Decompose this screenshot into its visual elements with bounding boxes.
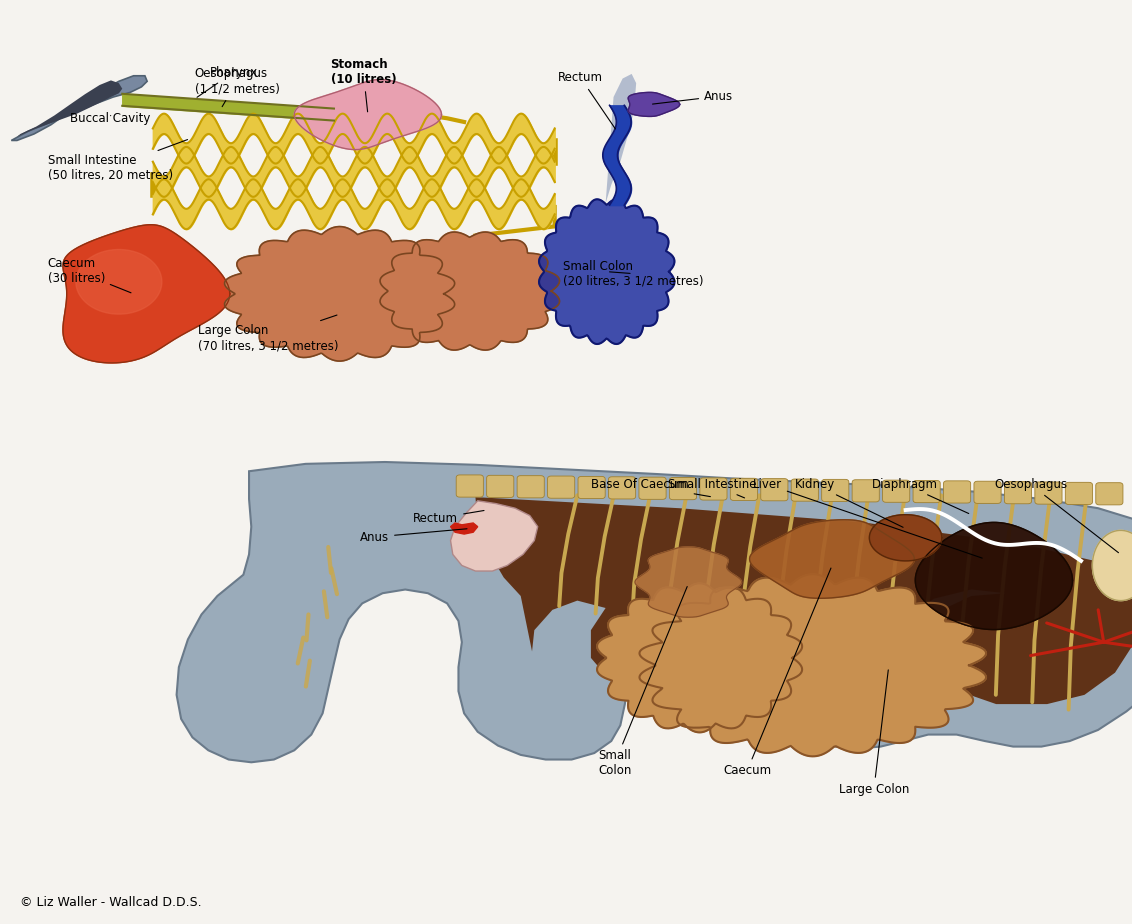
FancyBboxPatch shape <box>1004 481 1031 504</box>
Polygon shape <box>177 462 1132 762</box>
Polygon shape <box>76 249 162 314</box>
Text: Buccal Cavity: Buccal Cavity <box>70 112 151 125</box>
FancyBboxPatch shape <box>548 476 575 498</box>
Polygon shape <box>640 574 986 757</box>
Polygon shape <box>597 583 803 733</box>
FancyBboxPatch shape <box>943 480 970 503</box>
Text: Oesophagus: Oesophagus <box>994 478 1118 553</box>
FancyBboxPatch shape <box>669 478 696 500</box>
FancyBboxPatch shape <box>852 480 880 502</box>
FancyBboxPatch shape <box>974 481 1001 504</box>
FancyBboxPatch shape <box>487 475 514 497</box>
Polygon shape <box>451 523 478 534</box>
Text: Anus: Anus <box>652 90 734 104</box>
FancyBboxPatch shape <box>456 475 483 497</box>
Text: Small Colon
(20 litres, 3 1/2 metres): Small Colon (20 litres, 3 1/2 metres) <box>563 260 703 287</box>
Polygon shape <box>451 501 538 571</box>
Text: Diaphragm: Diaphragm <box>872 478 969 514</box>
Text: Anus: Anus <box>360 529 468 543</box>
Text: Large Colon
(70 litres, 3 1/2 metres): Large Colon (70 litres, 3 1/2 metres) <box>198 315 338 352</box>
Text: Small Intestine: Small Intestine <box>668 478 756 498</box>
Text: Liver: Liver <box>753 478 983 558</box>
Polygon shape <box>606 74 636 203</box>
Polygon shape <box>11 76 147 140</box>
Text: Small
Colon: Small Colon <box>598 587 687 777</box>
Text: Caecum
(30 litres): Caecum (30 litres) <box>48 257 131 293</box>
FancyBboxPatch shape <box>517 476 544 498</box>
Polygon shape <box>635 547 741 617</box>
FancyBboxPatch shape <box>761 479 788 501</box>
Polygon shape <box>539 200 675 344</box>
Text: © Liz Waller - Wallcad D.D.S.: © Liz Waller - Wallcad D.D.S. <box>20 896 201 909</box>
Text: Oesophagus
(1 1/2 metres): Oesophagus (1 1/2 metres) <box>195 67 280 106</box>
Polygon shape <box>1092 530 1132 601</box>
FancyBboxPatch shape <box>791 479 818 501</box>
Polygon shape <box>869 515 942 561</box>
FancyBboxPatch shape <box>638 477 666 499</box>
Text: Small Intestine
(50 litres, 20 metres): Small Intestine (50 litres, 20 metres) <box>48 140 188 182</box>
Polygon shape <box>294 79 441 150</box>
Text: Rectum: Rectum <box>558 71 616 129</box>
FancyBboxPatch shape <box>883 480 910 503</box>
Text: Caecum: Caecum <box>723 568 831 777</box>
Text: Stomach
(10 litres): Stomach (10 litres) <box>331 58 396 112</box>
FancyBboxPatch shape <box>700 478 727 500</box>
Text: Base Of Caecum: Base Of Caecum <box>591 478 711 496</box>
FancyBboxPatch shape <box>730 479 757 501</box>
FancyBboxPatch shape <box>822 480 849 502</box>
FancyBboxPatch shape <box>1096 482 1123 505</box>
Text: Large Colon: Large Colon <box>839 670 909 796</box>
Polygon shape <box>628 92 679 116</box>
Text: Kidney: Kidney <box>795 478 903 528</box>
Polygon shape <box>749 519 915 599</box>
Text: Rectum: Rectum <box>413 510 484 525</box>
Text: Pharynx: Pharynx <box>197 66 258 97</box>
FancyBboxPatch shape <box>578 477 606 499</box>
Polygon shape <box>63 225 230 363</box>
FancyBboxPatch shape <box>1065 482 1092 505</box>
FancyBboxPatch shape <box>609 477 636 499</box>
Polygon shape <box>380 232 559 350</box>
FancyBboxPatch shape <box>1035 482 1062 505</box>
Polygon shape <box>224 226 455 361</box>
Polygon shape <box>475 497 1132 704</box>
Polygon shape <box>17 80 122 137</box>
Polygon shape <box>916 522 1072 629</box>
FancyBboxPatch shape <box>914 480 941 503</box>
